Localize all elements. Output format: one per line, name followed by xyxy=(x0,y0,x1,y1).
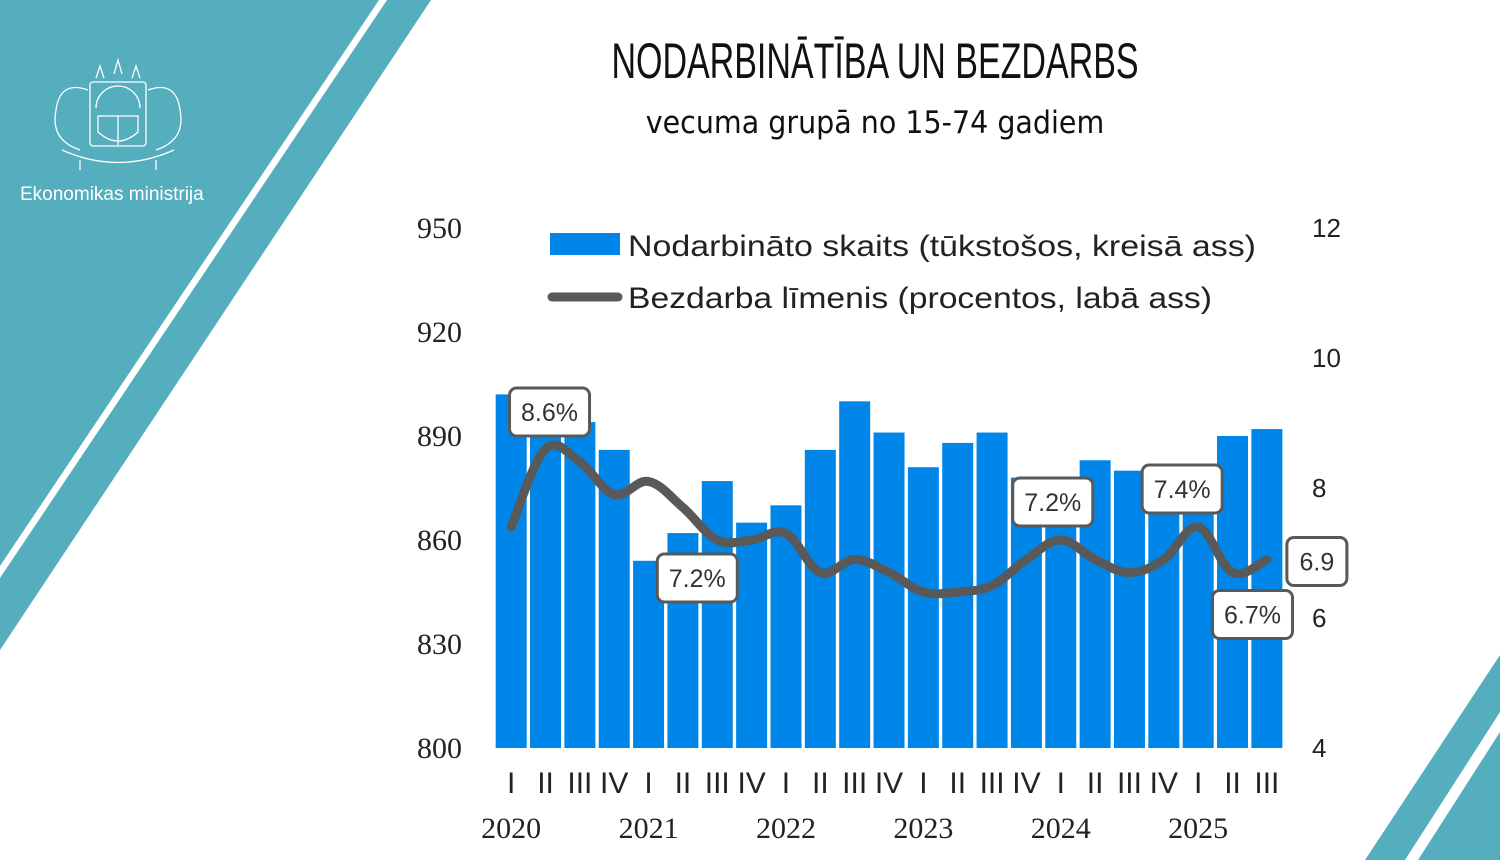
data-label-5: 6.9 xyxy=(1299,549,1334,577)
quarter-tick-7: IV xyxy=(737,767,765,800)
quarter-tick-19: IV xyxy=(1150,767,1178,800)
data-label-box-5 xyxy=(1285,536,1349,587)
bar-6 xyxy=(701,481,733,748)
data-label-4: 6.7% xyxy=(1224,602,1281,630)
bar-20 xyxy=(1182,477,1214,748)
quarter-tick-6: III xyxy=(705,767,730,800)
quarter-tick-20: I xyxy=(1194,767,1202,800)
data-label-0: 8.6% xyxy=(521,399,578,427)
teal-panel xyxy=(0,0,379,566)
data-label-1: 7.2% xyxy=(669,565,726,593)
quarter-tick-17: II xyxy=(1087,767,1104,800)
bar-10 xyxy=(839,401,871,748)
bar-16 xyxy=(1045,484,1077,748)
year-label-2022: 2022 xyxy=(756,812,816,845)
data-label-box-0 xyxy=(508,386,592,438)
organization-name: Ekonomikas ministrija xyxy=(20,184,204,205)
left-tick-890: 890 xyxy=(417,420,462,453)
legend: Nodarbināto skaits (tūkstošos, kreisā as… xyxy=(547,230,1256,315)
data-label-box-3 xyxy=(1140,463,1224,515)
right-tick-6: 6 xyxy=(1312,603,1326,633)
bar-0 xyxy=(495,394,527,748)
quarter-tick-22: III xyxy=(1254,767,1279,800)
year-label-2024: 2024 xyxy=(1031,812,1091,845)
bar-18 xyxy=(1113,470,1145,748)
quarter-tick-18: III xyxy=(1117,767,1142,800)
right-tick-12: 12 xyxy=(1312,213,1341,243)
quarter-tick-4: I xyxy=(644,767,652,800)
data-label-2: 7.2% xyxy=(1024,489,1081,517)
quarter-tick-8: I xyxy=(782,767,790,800)
quarter-tick-9: II xyxy=(812,767,829,800)
year-label-2025: 2025 xyxy=(1168,812,1228,845)
page-subtitle: vecuma grupā no 15-74 gadiem xyxy=(645,105,1105,141)
quarter-tick-16: I xyxy=(1057,767,1065,800)
right-tick-10: 10 xyxy=(1312,343,1341,373)
page-title: NODARBINĀTĪBA UN BEZDARBS xyxy=(611,33,1139,89)
teal-corner xyxy=(1418,732,1500,860)
year-label-2023: 2023 xyxy=(893,812,953,845)
left-tick-920: 920 xyxy=(417,316,462,349)
left-tick-860: 860 xyxy=(417,524,462,557)
left-tick-800: 800 xyxy=(417,732,462,765)
quarter-tick-14: III xyxy=(980,767,1005,800)
bar-7 xyxy=(736,522,768,748)
legend-bar-label: Nodarbināto skaits (tūkstošos, kreisā as… xyxy=(628,230,1256,263)
year-label-2021: 2021 xyxy=(619,812,679,845)
data-label-3: 7.4% xyxy=(1154,476,1211,504)
quarter-tick-13: II xyxy=(949,767,966,800)
quarter-tick-1: II xyxy=(537,767,554,800)
bar-22 xyxy=(1251,429,1283,748)
quarter-tick-11: IV xyxy=(875,767,903,800)
teal-stripe xyxy=(0,0,431,650)
bar-12 xyxy=(907,467,939,748)
data-label-box-2 xyxy=(1011,476,1095,528)
right-tick-8: 8 xyxy=(1312,473,1326,503)
quarter-tick-3: IV xyxy=(600,767,628,800)
bar-3 xyxy=(598,449,630,748)
legend-bar-swatch xyxy=(550,233,620,255)
quarter-tick-12: I xyxy=(919,767,927,800)
bar-9 xyxy=(804,449,836,748)
quarter-tick-0: I xyxy=(507,767,515,800)
data-label-box-1 xyxy=(655,552,739,604)
year-label-2020: 2020 xyxy=(481,812,541,845)
quarter-tick-15: IV xyxy=(1012,767,1040,800)
quarter-tick-5: II xyxy=(675,767,692,800)
teal-corner-stripe xyxy=(1365,655,1500,860)
unemployment-line xyxy=(506,440,1272,599)
bar-11 xyxy=(873,432,905,748)
quarter-tick-21: II xyxy=(1224,767,1241,800)
coat-of-arms-logo xyxy=(54,57,182,170)
legend-line-label: Bezdarba līmenis (procentos, labā ass) xyxy=(628,282,1212,315)
quarter-tick-10: III xyxy=(842,767,867,800)
left-tick-830: 830 xyxy=(417,628,462,661)
quarter-tick-2: III xyxy=(567,767,592,800)
data-label-box-4 xyxy=(1211,589,1295,640)
left-tick-950: 950 xyxy=(417,212,462,245)
right-tick-4: 4 xyxy=(1312,733,1326,763)
